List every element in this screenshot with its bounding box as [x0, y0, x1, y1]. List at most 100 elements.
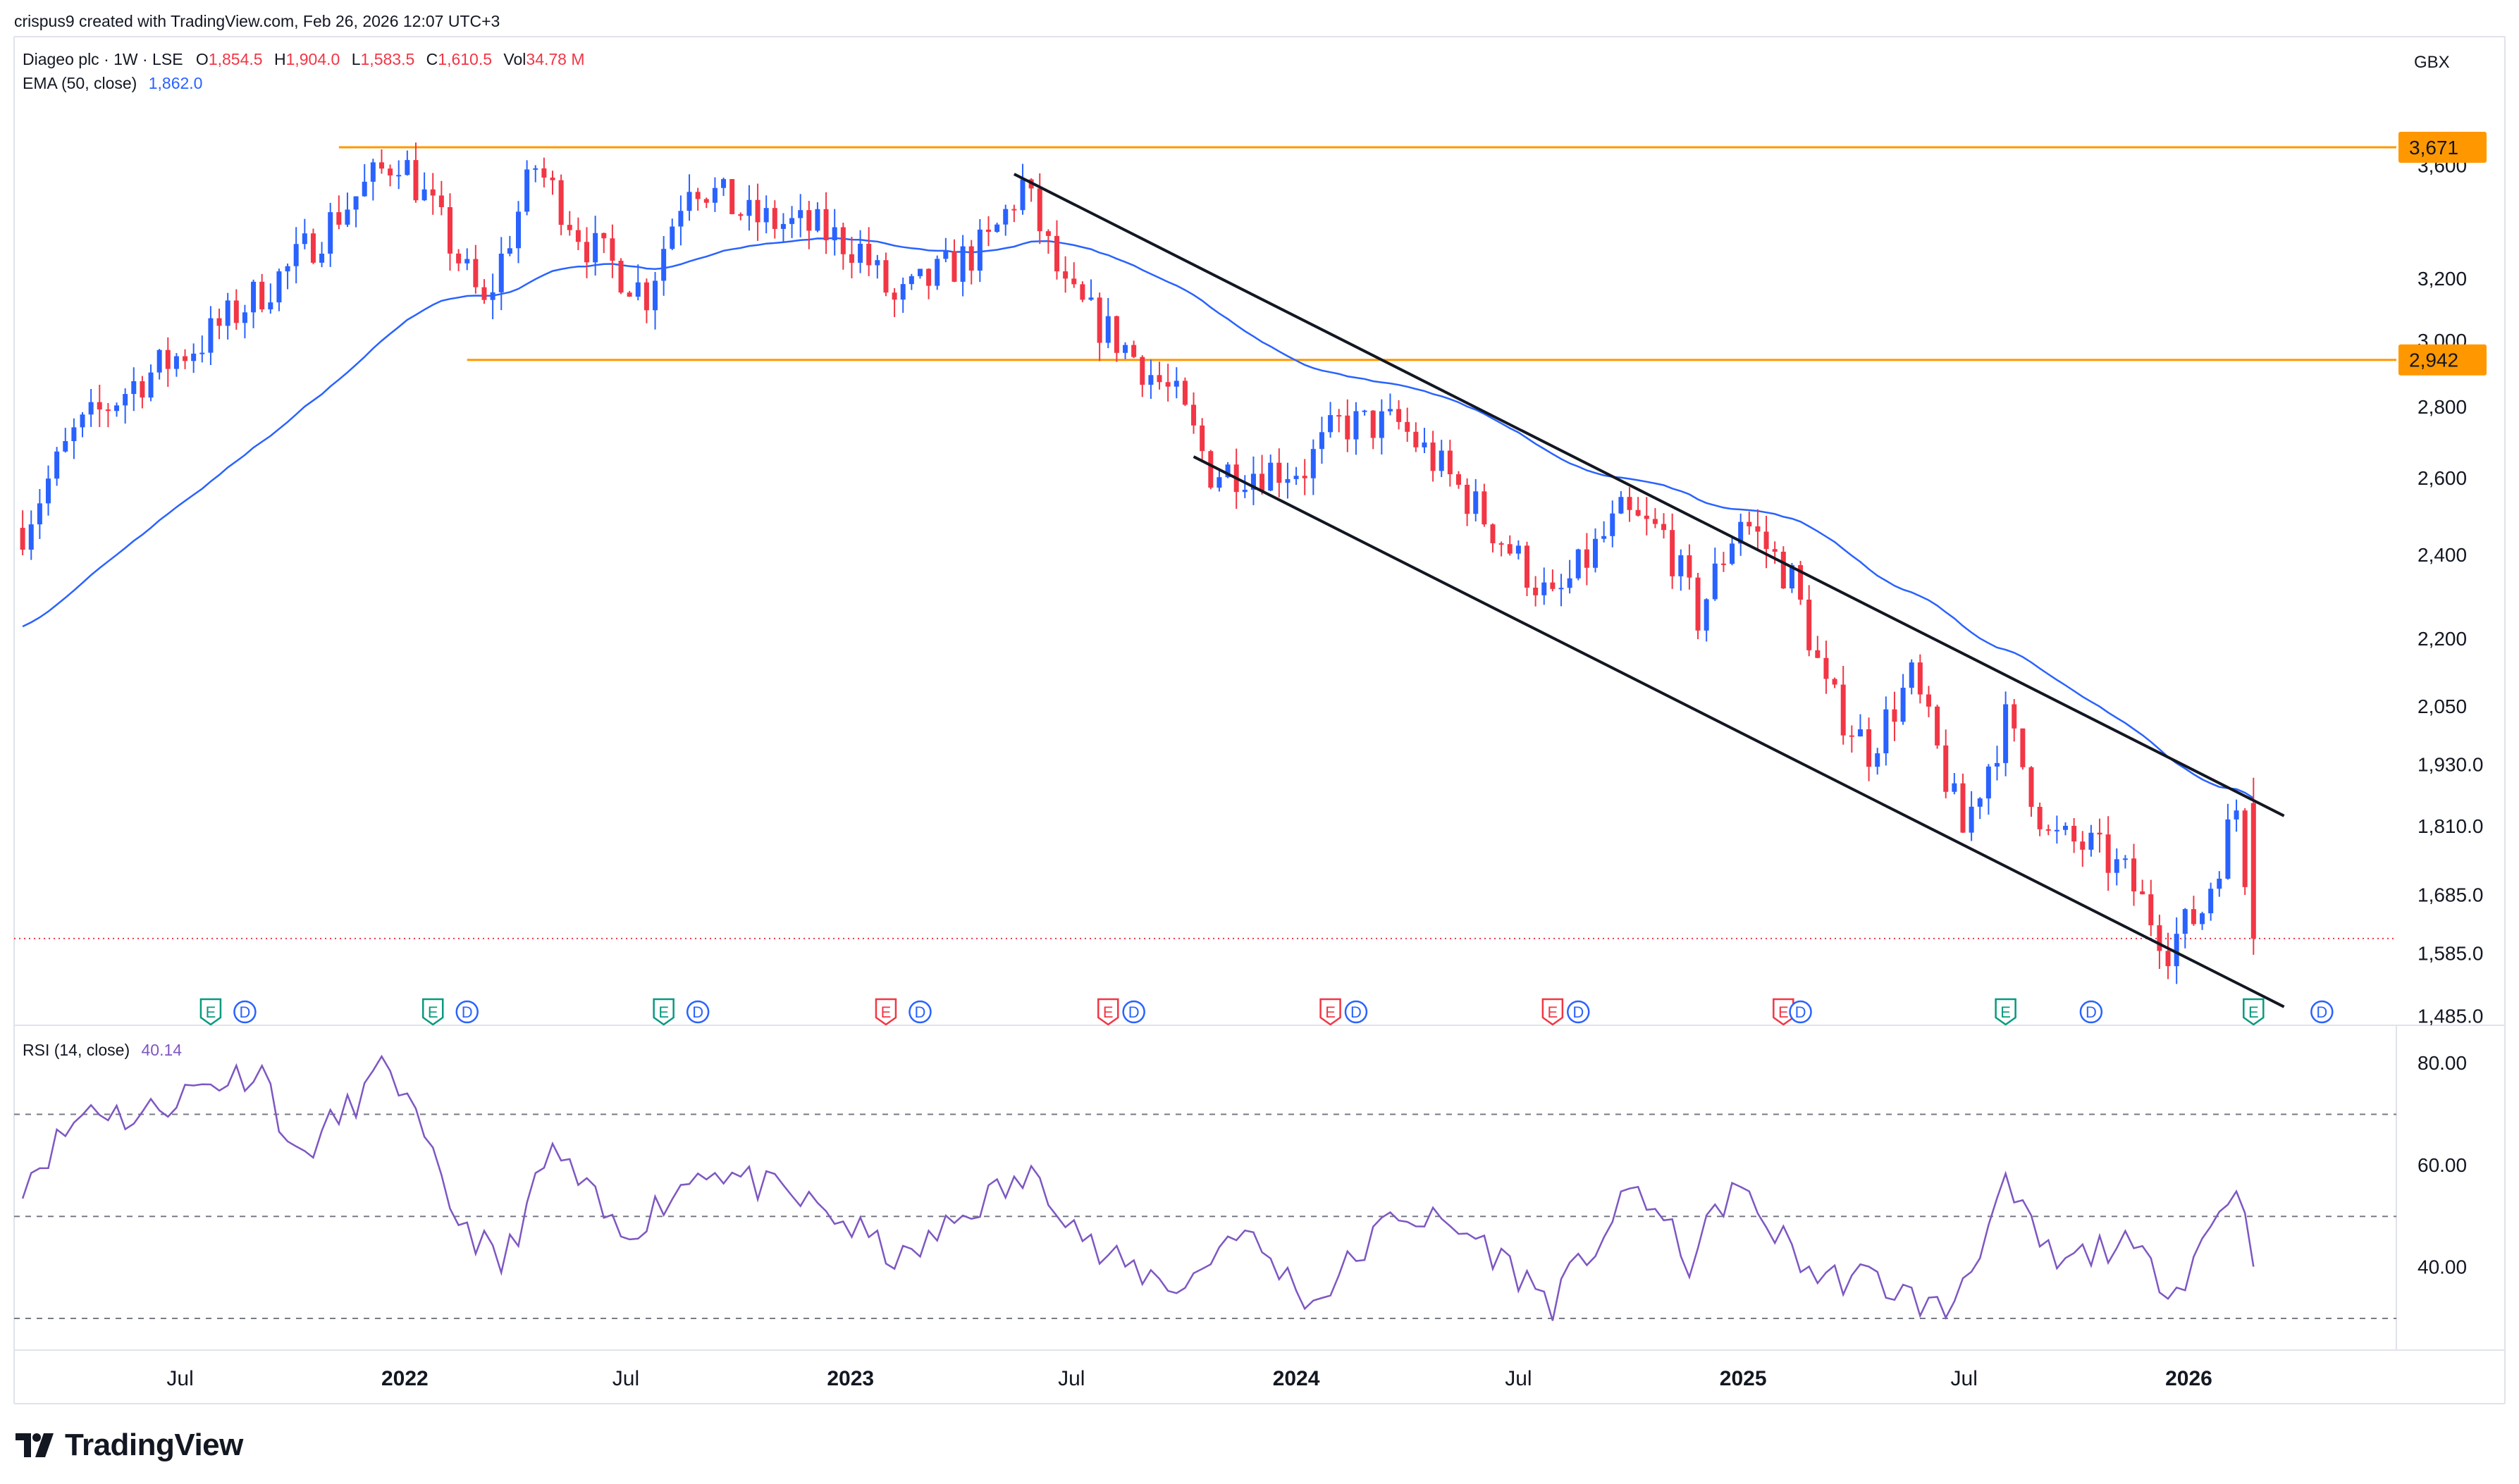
candle: [1840, 665, 1846, 745]
dividend-marker-shape: [909, 1000, 932, 1024]
candle: [148, 364, 154, 402]
candle-body: [1943, 745, 1949, 792]
earnings-marker-shape: [2243, 998, 2265, 1026]
candle: [2250, 777, 2256, 955]
candle-body: [712, 187, 717, 203]
candle-body: [661, 249, 667, 281]
candle-body: [2080, 841, 2086, 850]
earnings-marker-shape: [653, 998, 675, 1026]
candle-body: [1473, 491, 1479, 514]
dividend-marker: D: [2079, 1000, 2103, 1024]
candle: [328, 202, 333, 267]
tradingview-logo[interactable]: TradingView: [16, 1428, 243, 1463]
volume-label: Vol: [503, 50, 526, 68]
candle: [251, 279, 257, 328]
candle-body: [1063, 271, 1068, 279]
candle-body: [2088, 832, 2094, 850]
attribution-text: crispus9 created with TradingView.com, F…: [14, 12, 500, 30]
candle-body: [1755, 526, 1761, 532]
price-tick-label: 1,685.0: [2418, 884, 2483, 905]
x-tick-label: Jul: [1505, 1367, 1532, 1390]
candle: [447, 193, 452, 271]
candle: [1635, 497, 1641, 517]
candle: [1866, 717, 1872, 781]
candle: [1054, 220, 1060, 280]
ema-legend: EMA (50, close) 1,862.0: [23, 74, 202, 92]
candle-body: [302, 233, 307, 245]
candle: [71, 418, 77, 459]
candle-body: [515, 211, 521, 249]
candle-body: [1610, 513, 1615, 536]
candle-body: [798, 210, 803, 218]
candle-body: [892, 292, 897, 300]
candle-body: [456, 253, 462, 264]
candle: [2080, 831, 2086, 867]
dividend-marker-shape: [2310, 1000, 2334, 1024]
candle-body: [2054, 829, 2059, 831]
candle: [849, 237, 854, 278]
candle-body: [430, 189, 436, 196]
candle-body: [1319, 432, 1324, 450]
candle: [276, 268, 282, 311]
candle-body: [2242, 810, 2248, 887]
candle: [1182, 377, 1188, 407]
candle-body: [276, 271, 282, 303]
candle: [917, 268, 923, 279]
candle: [362, 163, 367, 197]
candle-body: [37, 503, 42, 525]
candle-body: [643, 282, 649, 311]
candle: [780, 213, 786, 243]
candle: [183, 349, 188, 369]
candle: [2242, 808, 2248, 895]
axis-layer: 3,6003,2003,0002,8002,6002,4002,2002,050…: [166, 132, 2487, 1390]
earnings-marker-label: E: [1103, 1003, 1114, 1021]
dividend-marker: D: [1344, 1000, 1368, 1024]
candle-body: [1353, 411, 1359, 440]
dividend-marker: D: [455, 1000, 479, 1024]
price-tick-label: 1,930.0: [2418, 753, 2483, 775]
candle-body: [635, 282, 641, 297]
tradingview-brand: TradingView: [65, 1428, 243, 1462]
candle: [1507, 535, 1513, 556]
candle: [1593, 528, 1599, 573]
candle-body: [1276, 462, 1282, 483]
candle-body: [653, 280, 658, 311]
candle-body: [63, 441, 68, 452]
candle: [490, 273, 495, 320]
candle-body: [1080, 284, 1085, 300]
candle-body: [1157, 375, 1162, 383]
candle-body: [1687, 555, 1692, 578]
candle-body: [618, 261, 624, 293]
candle-body: [1011, 209, 1017, 211]
candle: [892, 287, 897, 317]
candle-body: [156, 350, 162, 373]
candle-body: [703, 199, 709, 203]
candle-body: [1840, 684, 1846, 736]
candle: [1200, 418, 1205, 461]
candle-body: [994, 224, 1000, 233]
candle: [550, 171, 555, 195]
candle: [772, 200, 777, 239]
candle-body: [1730, 543, 1735, 564]
candle: [259, 273, 265, 313]
candle: [1985, 764, 1991, 815]
candle-body: [1345, 415, 1350, 440]
candle: [1260, 455, 1265, 495]
candle-body: [123, 394, 128, 406]
candle-body: [1772, 549, 1778, 552]
candle: [2054, 815, 2059, 844]
candle: [37, 488, 42, 539]
candle-body: [951, 251, 957, 282]
candle: [481, 279, 487, 304]
candle: [1755, 509, 1761, 550]
candle: [2165, 932, 2171, 979]
candle-body: [1917, 662, 1923, 695]
candle: [1387, 393, 1393, 416]
candle: [2234, 799, 2239, 832]
candle: [1747, 511, 1752, 535]
candle-body: [388, 168, 393, 175]
candle-body: [755, 199, 760, 223]
tradingview-logo-icon: [16, 1433, 55, 1457]
candle-body: [2140, 891, 2145, 895]
candle: [2225, 803, 2231, 880]
